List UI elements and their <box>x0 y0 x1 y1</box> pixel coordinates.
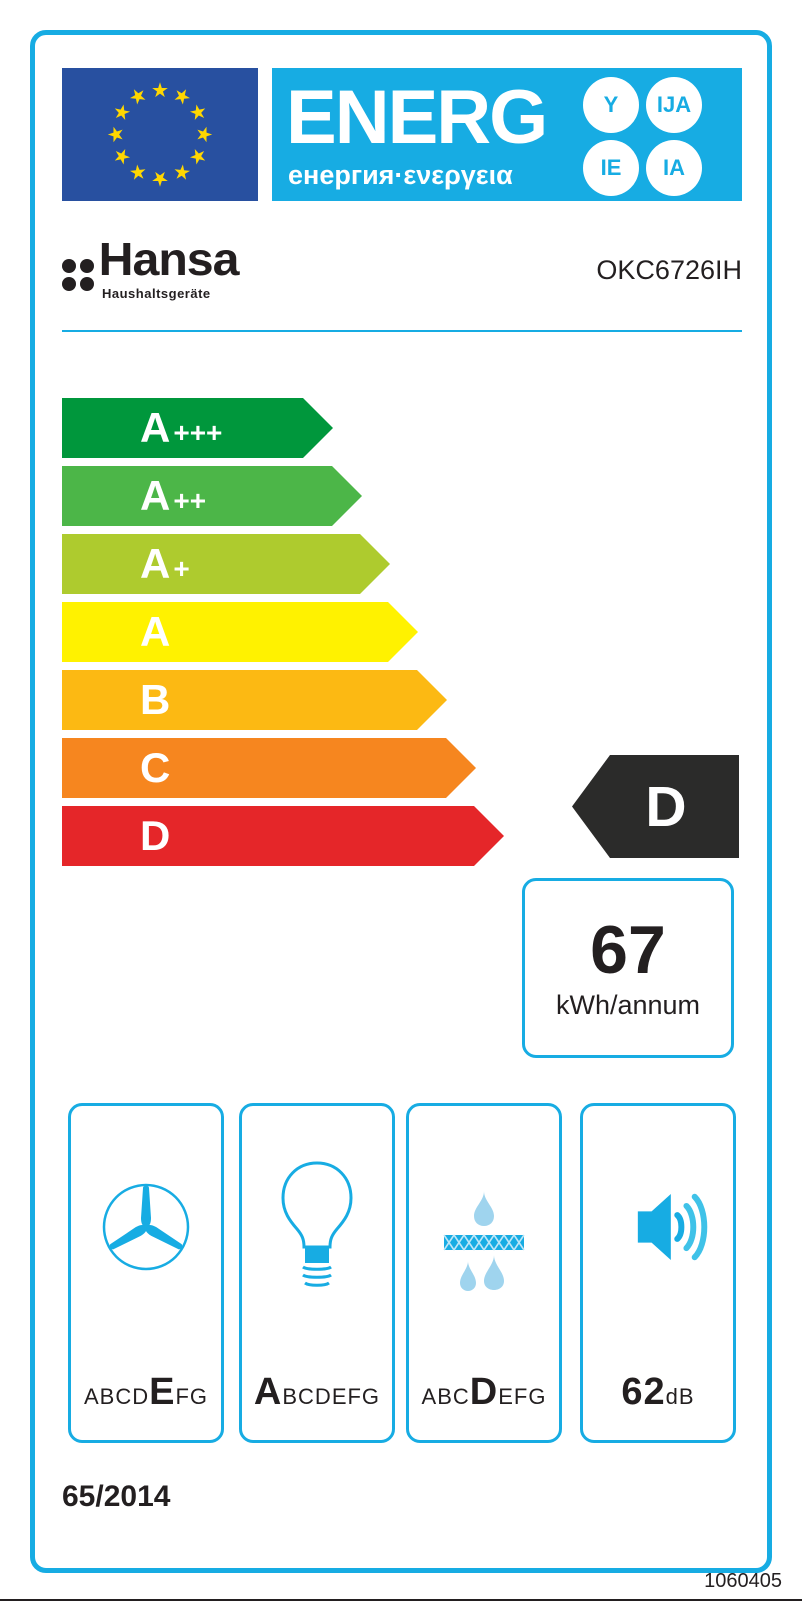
svg-text:D: D <box>645 775 686 839</box>
